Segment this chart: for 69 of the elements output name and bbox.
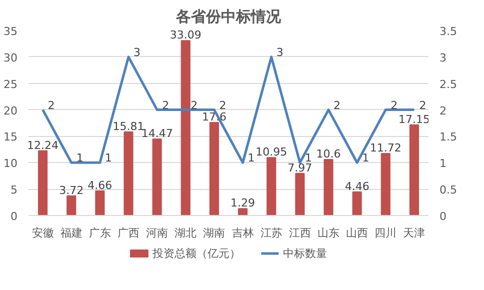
legend-label: 投资总额（亿元）: [151, 247, 240, 260]
x-tick-label: 湖南: [203, 226, 226, 240]
data-label: 3: [134, 46, 140, 59]
y2-tick-label: 1.5: [440, 130, 457, 144]
bar: [324, 158, 334, 216]
bar: [66, 195, 76, 216]
x-tick-label: 山东: [318, 226, 340, 240]
y2-tick-label: 3.5: [440, 25, 457, 38]
data-label: 1: [248, 152, 255, 165]
data-label: 1: [362, 152, 370, 165]
y2-tick-label: 1: [440, 157, 446, 170]
data-label: 2: [162, 98, 170, 112]
bar: [95, 190, 105, 216]
y-tick-label: 30: [4, 51, 18, 64]
chart-title: 各省份中标情况: [175, 8, 282, 26]
data-label: 4.46: [344, 180, 370, 193]
legend-label: 中标数量: [283, 247, 328, 260]
data-label: 2: [334, 98, 340, 112]
data-label: 3: [276, 46, 284, 59]
data-label: 1: [76, 152, 84, 165]
y2-tick-label: 2.5: [440, 78, 457, 91]
y-tick-label: 10: [4, 157, 18, 170]
data-label: 11.72: [370, 142, 402, 155]
bar: [380, 153, 390, 216]
bar: [180, 40, 190, 216]
y-tick-label: 25: [4, 78, 18, 91]
x-tick-label: 吉林: [232, 226, 254, 240]
y2-tick-label: 3: [440, 51, 446, 64]
bar: [209, 122, 219, 216]
bar: [124, 131, 134, 216]
data-label: 2: [190, 98, 198, 112]
data-label: 2: [48, 98, 55, 112]
x-tick-label: 山西: [346, 226, 368, 240]
bar: [352, 191, 362, 216]
data-label: 4.66: [88, 178, 112, 192]
x-tick-label: 四川: [374, 226, 397, 240]
data-label: 12.24: [27, 138, 59, 152]
bar: [38, 150, 48, 216]
y-tick-label: 5: [10, 184, 18, 197]
data-label: 10.95: [256, 146, 288, 159]
x-tick-label: 福建: [60, 226, 82, 240]
bar: [295, 172, 305, 216]
bar: [238, 208, 248, 216]
data-label: 3.72: [59, 184, 84, 197]
data-label: 2: [219, 98, 226, 112]
data-label: 2: [419, 98, 426, 112]
x-tick-label: 河南: [146, 226, 168, 240]
data-label: 1.29: [230, 196, 256, 210]
data-label: 1: [104, 152, 112, 165]
x-tick-label: 广东: [88, 226, 111, 240]
x-tick-label: 安徽: [32, 226, 54, 240]
x-tick-label: 江苏: [260, 226, 282, 240]
y2-tick-label: 2: [440, 104, 446, 118]
data-label: 33.09: [170, 28, 202, 42]
x-tick-label: 湖北: [174, 226, 197, 240]
data-label: 10.6: [316, 147, 341, 160]
data-label: 2: [390, 98, 398, 112]
bar: [152, 138, 162, 216]
x-tick-label: 广西: [118, 226, 140, 240]
y-tick-label: 35: [4, 25, 18, 38]
x-tick-label: 江西: [288, 226, 311, 240]
y2-tick-label: 0.5: [440, 184, 457, 197]
bar: [409, 124, 419, 216]
x-tick-label: 天津: [403, 226, 426, 240]
bar: [266, 157, 276, 216]
y-tick-label: 15: [4, 130, 18, 144]
y2-tick-label: 0: [440, 210, 446, 223]
y-tick-label: 20: [4, 104, 18, 118]
y-tick-label: 0: [10, 210, 18, 223]
